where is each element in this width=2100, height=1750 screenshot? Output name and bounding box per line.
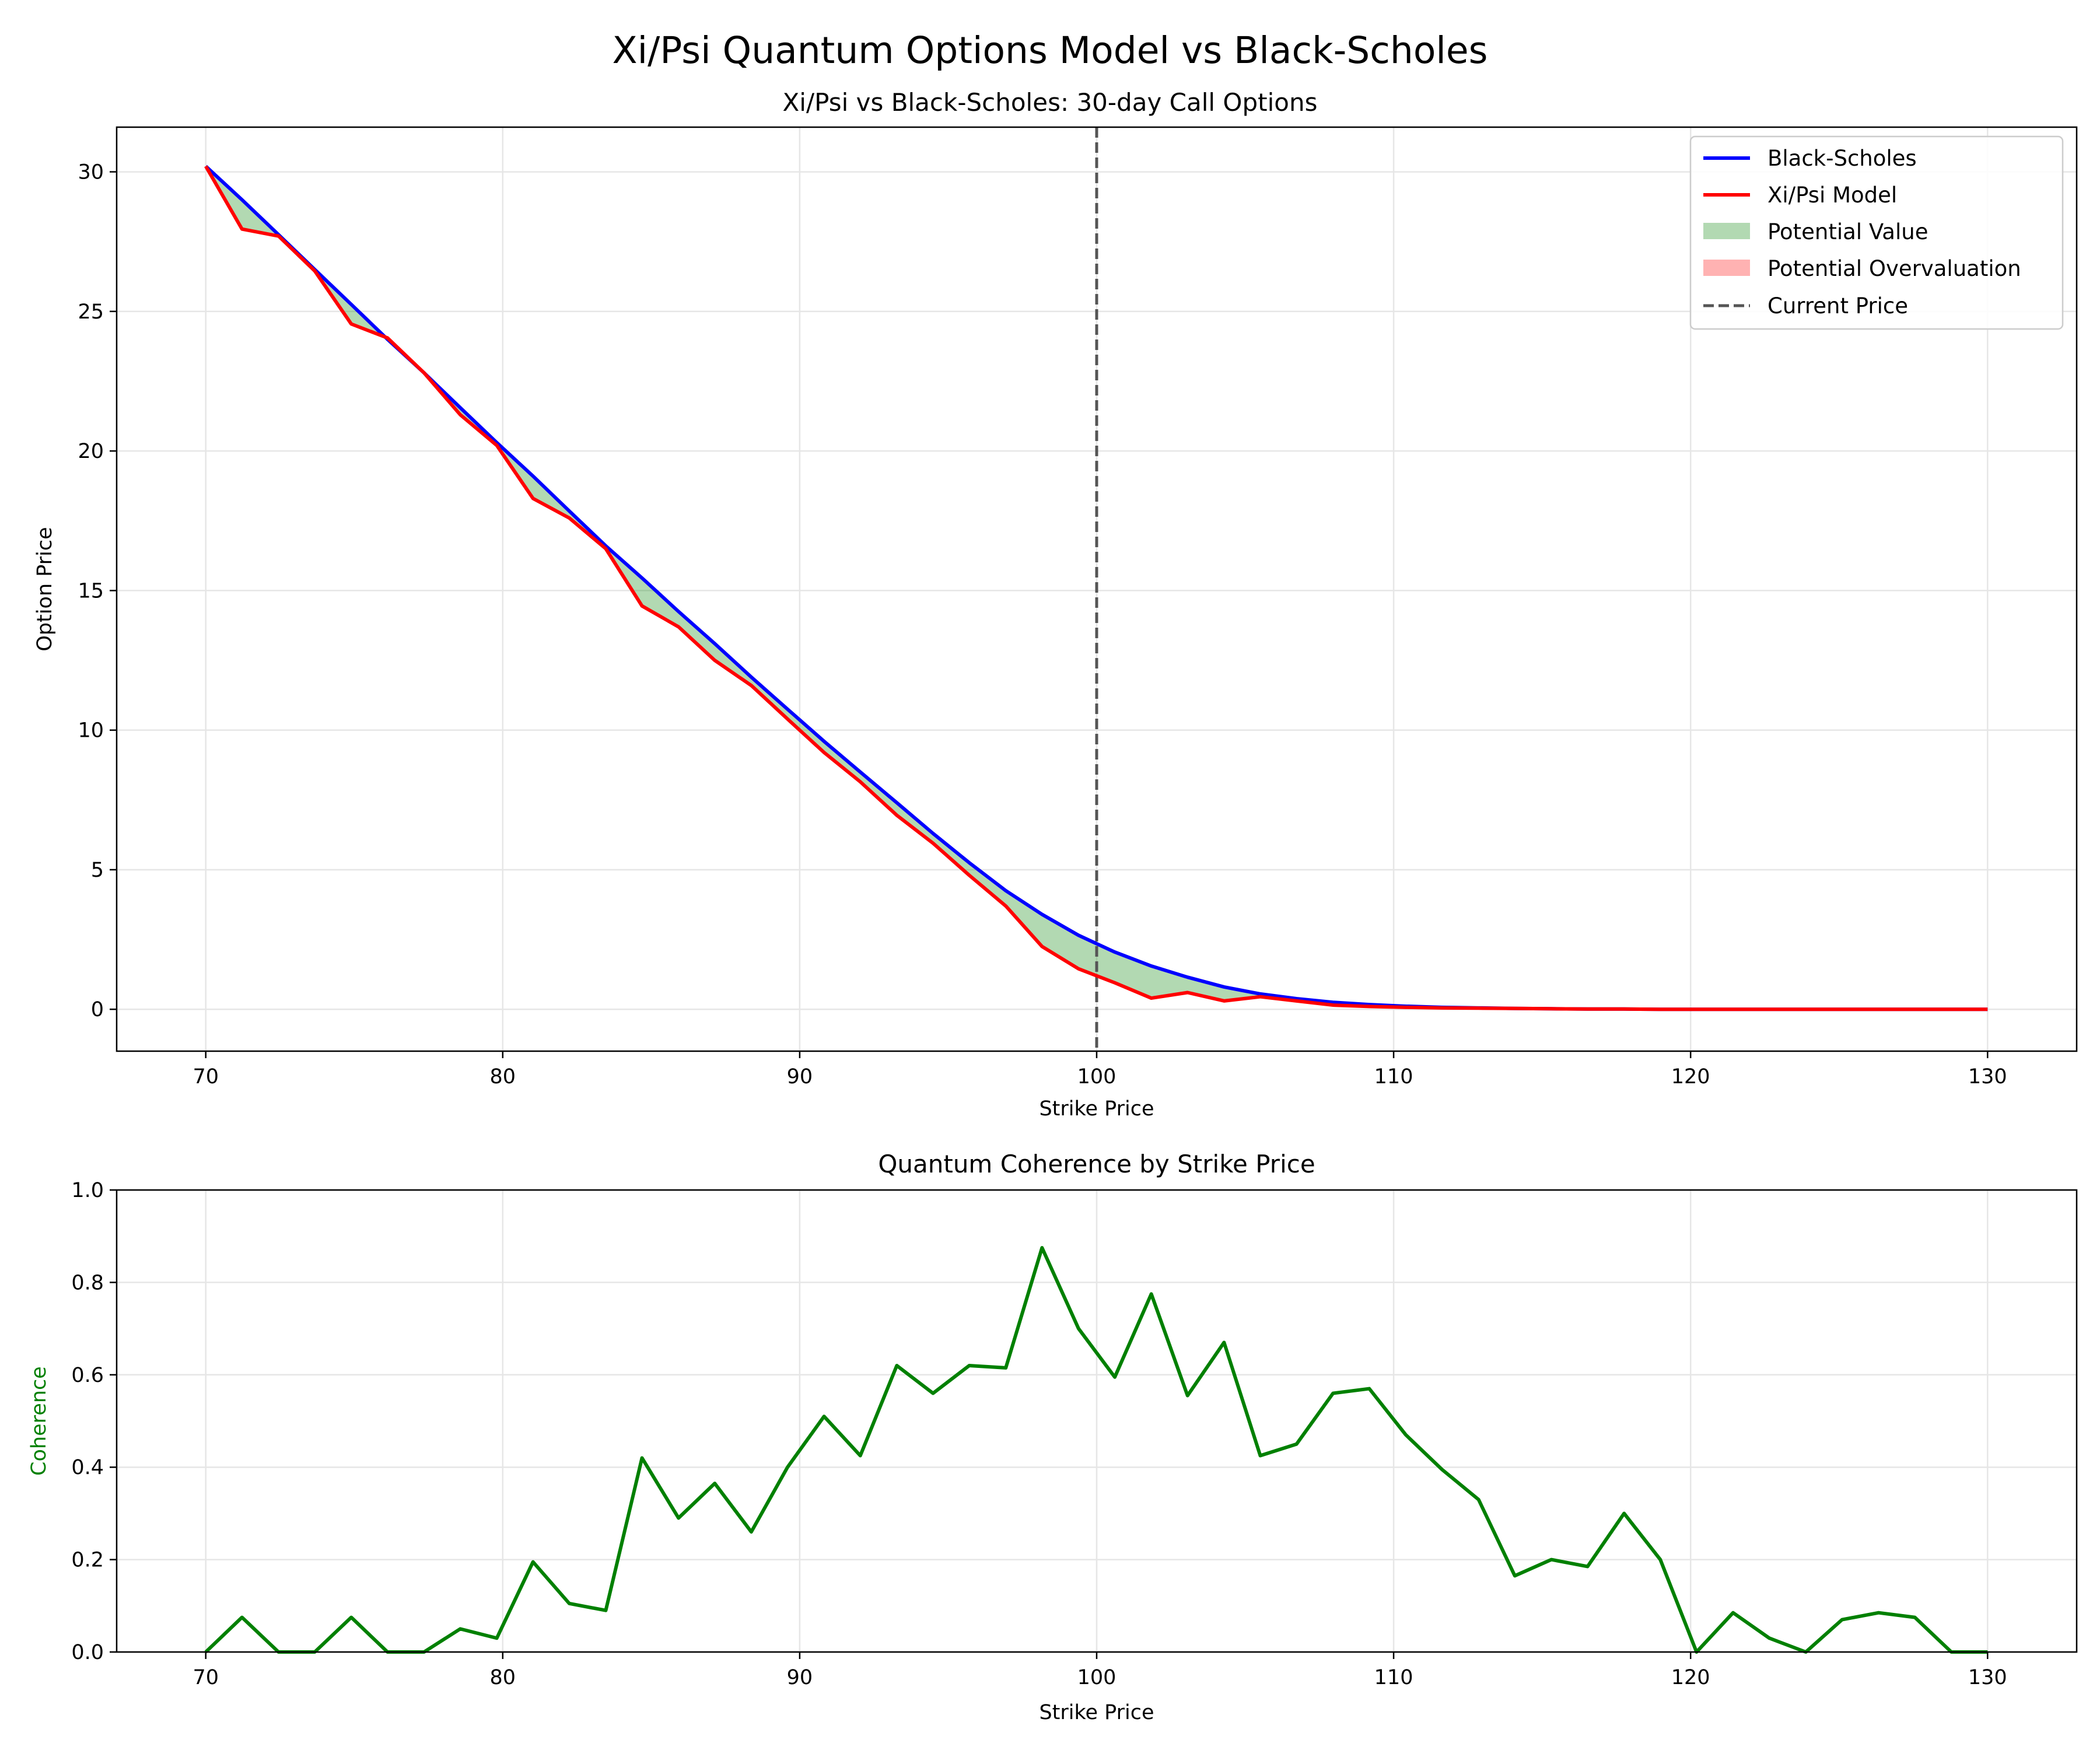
coherence-line bbox=[204, 1246, 1988, 1654]
coherence-chart-grid bbox=[117, 1189, 2077, 1653]
coherence-chart-x-tick-label: 80 bbox=[490, 1666, 516, 1689]
price-chart: Xi/Psi vs Black-Scholes: 30-day Call Opt… bbox=[33, 88, 2078, 1121]
figure-suptitle: Xi/Psi Quantum Options Model vs Black-Sc… bbox=[612, 29, 1488, 72]
legend-swatch-potential-overvaluation bbox=[1703, 260, 1750, 276]
legend-frame bbox=[1689, 135, 2064, 330]
coherence-chart-y-axis-label: Coherence bbox=[27, 1366, 51, 1476]
legend-label-potential-value: Potential Value bbox=[1768, 219, 1928, 244]
price-chart-x-tick-label: 120 bbox=[1671, 1065, 1710, 1088]
coherence-chart-x-tick-label: 120 bbox=[1671, 1666, 1710, 1689]
coherence-chart-x-tick-label: 100 bbox=[1077, 1666, 1116, 1689]
coherence-chart-lines bbox=[204, 1246, 1988, 1654]
price-chart-y-ticks: 0 5 10 15 20 25 30 bbox=[78, 161, 117, 1021]
coherence-chart-y-tick-label: 0.0 bbox=[71, 1641, 104, 1664]
coherence-chart-x-ticks: 70 80 90 100 110 120 130 bbox=[192, 1652, 2007, 1689]
legend-swatch-potential-value bbox=[1703, 223, 1750, 239]
coherence-chart-x-tick-label: 110 bbox=[1374, 1666, 1413, 1689]
price-chart-x-ticks: 70 80 90 100 110 120 130 bbox=[192, 1051, 2007, 1088]
price-chart-y-tick-label: 20 bbox=[78, 440, 104, 463]
price-chart-x-tick-label: 70 bbox=[192, 1065, 219, 1088]
price-chart-y-tick-label: 25 bbox=[78, 300, 104, 324]
price-chart-lines bbox=[204, 164, 1988, 1012]
price-chart-x-tick-label: 110 bbox=[1374, 1065, 1413, 1088]
legend-label-black-scholes: Black-Scholes bbox=[1768, 146, 1917, 171]
coherence-chart-y-tick-label: 1.0 bbox=[71, 1179, 104, 1202]
coherence-chart-y-tick-label: 0.6 bbox=[71, 1364, 104, 1387]
coherence-chart-x-tick-label: 70 bbox=[192, 1666, 219, 1689]
coherence-chart-y-ticks: 0.0 0.2 0.4 0.6 0.8 1.0 bbox=[71, 1179, 117, 1664]
xi-psi-model-line bbox=[204, 165, 1988, 1012]
price-chart-legend: Black-Scholes Xi/Psi Model Potential Val… bbox=[1689, 135, 2064, 330]
price-chart-x-tick-label: 130 bbox=[1968, 1065, 2007, 1088]
legend-label-xipsi: Xi/Psi Model bbox=[1768, 183, 1897, 208]
price-chart-y-tick-label: 30 bbox=[78, 161, 104, 184]
coherence-chart-x-tick-label: 90 bbox=[787, 1666, 813, 1689]
coherence-chart-x-tick-label: 130 bbox=[1968, 1666, 2007, 1689]
price-chart-y-tick-label: 5 bbox=[91, 859, 104, 882]
price-chart-y-axis-label: Option Price bbox=[33, 527, 57, 651]
coherence-chart-title: Quantum Coherence by Strike Price bbox=[878, 1150, 1315, 1178]
price-chart-y-tick-label: 10 bbox=[78, 719, 104, 743]
price-chart-x-tick-label: 90 bbox=[787, 1065, 813, 1088]
legend-label-current-price: Current Price bbox=[1768, 293, 1908, 318]
coherence-chart-y-tick-label: 0.2 bbox=[71, 1549, 104, 1572]
price-chart-y-tick-label: 0 bbox=[91, 998, 104, 1021]
price-chart-x-axis-label: Strike Price bbox=[1039, 1097, 1154, 1121]
price-chart-x-tick-label: 100 bbox=[1077, 1065, 1116, 1088]
legend-label-potential-overvaluation: Potential Overvaluation bbox=[1768, 256, 2021, 281]
coherence-chart-y-tick-label: 0.8 bbox=[71, 1271, 104, 1294]
coherence-chart-x-axis-label: Strike Price bbox=[1039, 1701, 1154, 1724]
coherence-chart-y-tick-label: 0.4 bbox=[71, 1456, 104, 1479]
price-chart-y-tick-label: 15 bbox=[78, 579, 104, 603]
coherence-chart: Quantum Coherence by Strike Price 70 80 90… bbox=[27, 1150, 2078, 1724]
price-chart-x-tick-label: 80 bbox=[490, 1065, 516, 1088]
price-chart-title: Xi/Psi vs Black-Scholes: 30-day Call Opt… bbox=[783, 88, 1318, 117]
